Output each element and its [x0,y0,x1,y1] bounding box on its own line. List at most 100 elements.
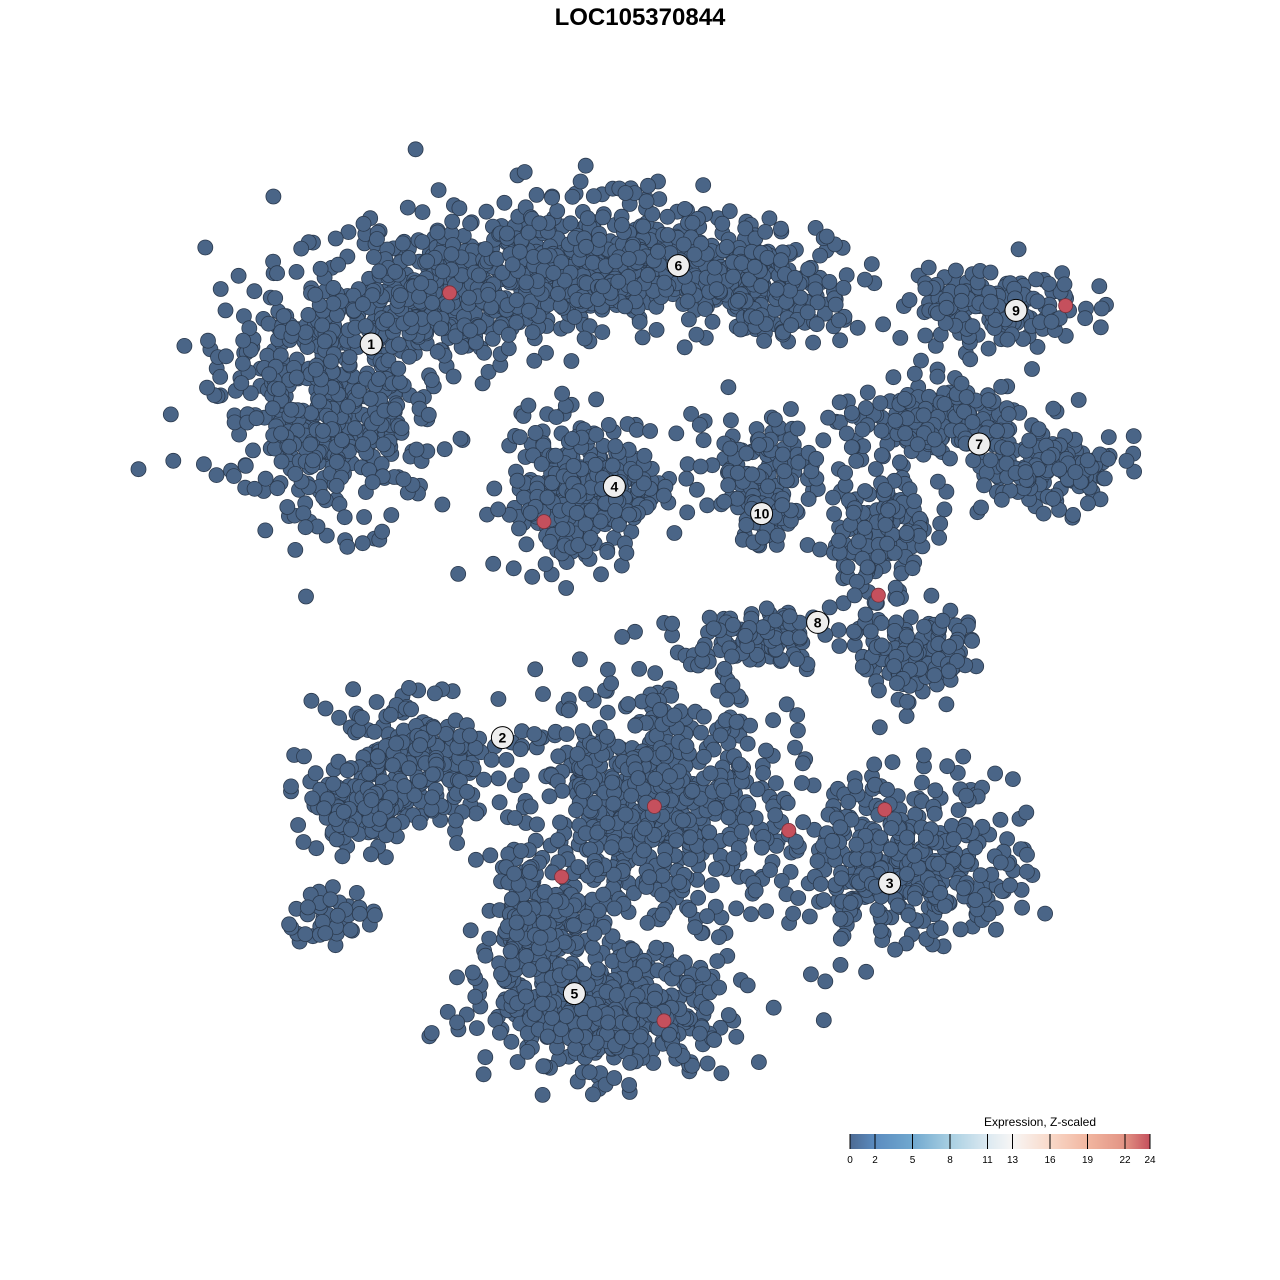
cell-point [325,295,342,312]
cell-point [265,188,282,205]
cell-point [938,696,955,713]
cell-point [695,966,711,983]
cell-point [887,941,903,958]
cell-point [363,792,380,808]
cell-point [783,317,799,334]
cell-point [604,774,621,791]
cell-point [357,318,374,335]
cell-point [520,397,537,414]
cell-point [676,339,693,356]
cell-point [906,641,923,658]
cell-point [849,573,865,590]
cell-point [450,566,467,582]
cell-point [578,686,595,703]
cell-point [952,921,969,938]
cell-point [434,496,451,513]
cell-point [751,437,767,453]
cell-point [720,477,737,494]
cell-point [964,633,980,649]
cell-point [246,480,263,497]
cell-point [1092,319,1109,336]
cell-point [636,447,653,464]
cell-point [375,436,392,453]
cell-point [387,263,404,280]
cell-point [212,281,229,297]
cell-point [999,331,1016,348]
cell-point [635,842,652,859]
cell-point [832,957,849,973]
cell-point [696,748,712,765]
cell-point [666,707,683,724]
cell-point [470,267,487,284]
cell-point [550,285,566,302]
cell-point [343,821,359,838]
cell-point [617,185,634,201]
cell-point [527,661,544,678]
cell-point [600,661,616,678]
cell-point [323,353,340,370]
cell-point [315,488,332,505]
cell-point [288,263,305,280]
cell-point [540,1028,556,1045]
cell-point [287,465,304,482]
cell-point [218,348,234,365]
cell-point [958,787,975,804]
cell-point [716,660,733,677]
cell-point [257,522,274,539]
cell-point [923,587,940,604]
cell-point [531,215,548,232]
cell-point [297,519,314,536]
cell-point [566,309,583,325]
cell-point [702,765,719,782]
cell-point [868,461,884,477]
cell-point [575,783,592,800]
cell-point [765,999,782,1016]
cell-point [558,580,574,596]
cell-point [599,544,616,560]
cell-point [414,233,431,250]
cell-point [477,947,494,964]
cell-point [614,629,631,645]
cell-point [447,812,464,829]
cell-point [462,215,479,232]
cell-point [767,807,784,824]
cell-point [627,464,644,481]
cell-point [694,641,711,658]
cell-point [627,966,643,983]
cell-point [850,533,867,550]
cell-point [862,623,879,640]
cell-point [691,416,708,433]
cell-point [857,606,874,623]
cell-point [1019,863,1035,880]
cell-point [859,384,876,401]
cell-point [403,310,419,327]
cell-point [482,847,499,864]
cell-point [382,707,399,723]
cell-point [821,599,838,616]
cell-point [273,453,290,470]
cell-point [607,438,624,455]
cell-point [1125,428,1142,445]
cell-point [307,361,324,378]
cell-point [857,483,873,499]
cell-point [760,478,776,495]
cell-point [659,208,676,225]
cell-point [554,521,571,537]
cell-point [849,319,866,336]
cell-point [496,194,513,211]
cell-point [1045,400,1062,417]
cell-point [899,866,915,882]
cell-point [420,406,437,423]
cell-point [761,210,778,227]
cell-point [284,320,301,336]
cell-point [818,228,835,245]
cell-point [707,800,724,817]
cell-point [718,239,735,255]
cell-point [795,814,811,831]
cell-point [290,817,307,833]
cell-point [595,886,612,903]
cell-point [552,814,568,831]
cell-point [885,369,902,386]
cell-point [959,853,976,869]
cell-point [425,720,442,737]
